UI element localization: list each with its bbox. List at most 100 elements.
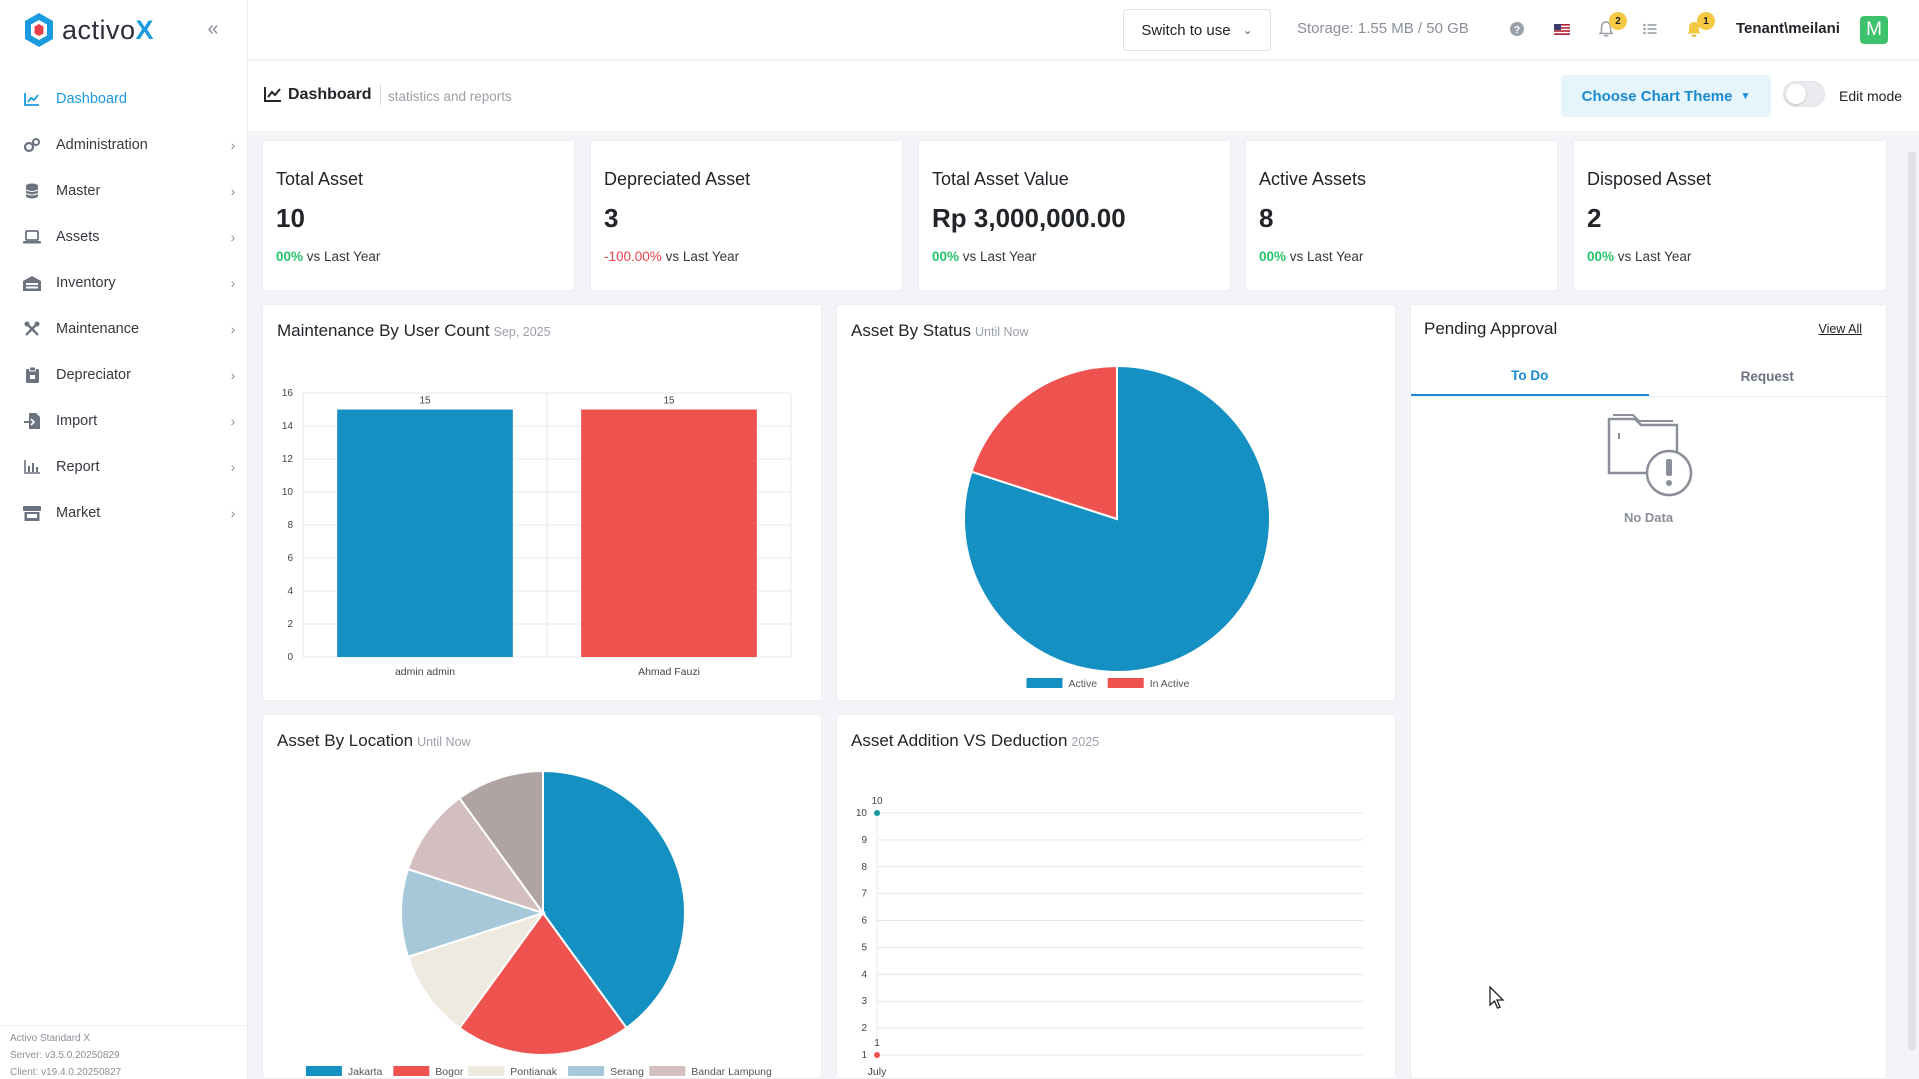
stat-card-disposed-asset: Disposed Asset 2 00% vs Last Year xyxy=(1573,140,1887,291)
stat-card-total-asset-value: Total Asset Value Rp 3,000,000.00 00% vs… xyxy=(918,140,1231,291)
trend-percent: 00% xyxy=(1587,249,1615,264)
y-tick-label: 9 xyxy=(861,835,867,846)
stat-value: 3 xyxy=(604,203,619,233)
chevron-right-icon: › xyxy=(230,137,236,153)
task-list-icon[interactable] xyxy=(1639,18,1661,40)
stat-value: Rp 3,000,000.00 xyxy=(932,203,1126,233)
tab-request[interactable]: Request xyxy=(1740,369,1794,384)
pie-slice xyxy=(406,796,546,915)
legend-swatch xyxy=(1026,678,1063,688)
sidebar-item-administration[interactable]: Administration › xyxy=(0,122,248,168)
view-all-link[interactable]: View All xyxy=(1818,322,1862,336)
stat-value: 10 xyxy=(276,203,305,233)
pie-slice xyxy=(458,911,628,1056)
chevron-right-icon: › xyxy=(230,413,236,429)
product-name: Activo Standard X xyxy=(10,1033,91,1044)
tenant-user[interactable]: Tenant\meilani xyxy=(1736,20,1840,37)
svg-text:?: ? xyxy=(1514,25,1520,36)
page-title: Dashboard xyxy=(288,86,372,103)
avatar[interactable]: M xyxy=(1860,16,1888,44)
y-tick-label: 2 xyxy=(861,1023,867,1034)
chevron-right-icon: › xyxy=(230,367,236,383)
sidebar-item-depreciator[interactable]: Depreciator › xyxy=(0,352,248,398)
legend-swatch xyxy=(568,1066,605,1076)
chart-line-icon xyxy=(22,89,42,109)
sidebar-item-market[interactable]: Market › xyxy=(0,490,248,536)
pending-approval-panel: Pending Approval View All To Do Request … xyxy=(1410,304,1887,1079)
stat-value: 8 xyxy=(1259,203,1274,233)
y-tick-label: 0 xyxy=(287,652,293,663)
stat-title: Total Asset Value xyxy=(932,169,1069,189)
stat-card-active-assets: Active Assets 8 00% vs Last Year xyxy=(1245,140,1558,291)
alert-count-badge: 1 xyxy=(1697,12,1715,30)
legend-swatch xyxy=(649,1066,686,1076)
caret-down-icon: ▼ xyxy=(1740,90,1751,102)
pie-slice xyxy=(542,769,686,1030)
pie-slice xyxy=(970,364,1118,521)
edit-mode-toggle[interactable] xyxy=(1783,81,1825,107)
sidebar-item-dashboard[interactable]: Dashboard xyxy=(0,76,248,122)
sidebar-item-label: Import xyxy=(56,413,98,429)
store-icon xyxy=(22,503,42,523)
sidebar-item-maintenance[interactable]: Maintenance › xyxy=(0,306,248,352)
no-data-label: No Data xyxy=(1623,510,1674,525)
legend-label: Serang xyxy=(610,1066,644,1078)
y-tick-label: 6 xyxy=(287,553,293,564)
status-pie-chart: Active In Active xyxy=(963,364,1271,690)
sidebar-item-assets[interactable]: Assets › xyxy=(0,214,248,260)
y-tick-label: 3 xyxy=(861,996,867,1007)
x-tick-label: admin admin xyxy=(395,666,455,678)
trend-percent: 00% xyxy=(1259,249,1287,264)
y-tick-label: 16 xyxy=(282,388,294,399)
pie-slice xyxy=(406,911,546,1030)
client-version: Client: v19.4.0.20250827 xyxy=(10,1067,122,1078)
y-tick-label: 10 xyxy=(282,487,294,498)
collapse-sidebar-icon[interactable]: « xyxy=(207,17,219,40)
server-version: Server: v3.5.0.20250829 xyxy=(10,1050,120,1061)
location-pie-chart: Jakarta Bogor Pontianak Serang Bandar Lampun… xyxy=(305,769,772,1078)
sidebar-item-label: Administration xyxy=(56,137,148,153)
sidebar-item-master[interactable]: Master › xyxy=(0,168,248,214)
sidebar-item-import[interactable]: Import › xyxy=(0,398,248,444)
stat-value: 2 xyxy=(1587,203,1602,233)
y-tick-label: 12 xyxy=(282,454,294,465)
legend-swatch xyxy=(468,1066,505,1076)
notification-bell-icon[interactable]: 2 xyxy=(1595,12,1627,40)
panel-title: Asset By Location Until Now xyxy=(277,731,471,750)
stat-trend: 00% vs Last Year xyxy=(1259,249,1364,264)
brand-logo[interactable]: activoX xyxy=(22,10,154,50)
choose-chart-theme-button[interactable]: Choose Chart Theme ▼ xyxy=(1561,75,1771,117)
trend-percent: -100.00% xyxy=(604,249,662,264)
status-chart-panel: Asset By Status Until Now Active In Active xyxy=(836,304,1396,701)
gears-icon xyxy=(22,135,42,155)
scrollbar-thumb[interactable] xyxy=(1908,151,1916,1051)
legend-label: Bandar Lampung xyxy=(691,1066,772,1078)
legend-label: Pontianak xyxy=(510,1066,557,1078)
help-icon[interactable]: ? xyxy=(1506,18,1528,40)
chevron-right-icon: › xyxy=(230,321,236,337)
laptop-icon xyxy=(22,227,42,247)
y-tick-label: 8 xyxy=(287,520,293,531)
bar xyxy=(337,409,513,657)
database-icon xyxy=(22,181,42,201)
chart-area-icon xyxy=(264,86,282,104)
switch-to-use-dropdown[interactable]: Switch to use ⌄ xyxy=(1123,9,1271,51)
stat-trend: 00% vs Last Year xyxy=(276,249,381,264)
legend-swatch xyxy=(393,1066,430,1076)
panel-title: Asset Addition VS Deduction 2025 xyxy=(851,731,1100,750)
sidebar-item-label: Inventory xyxy=(56,275,116,291)
legend-label: Jakarta xyxy=(348,1066,383,1078)
storage-usage: Storage: 1.55 MB / 50 GB xyxy=(1297,20,1469,37)
legend-label: Active xyxy=(1069,678,1098,690)
sidebar-item-report[interactable]: Report › xyxy=(0,444,248,490)
chevron-right-icon: › xyxy=(230,459,236,475)
trend-percent: 00% xyxy=(276,249,304,264)
legend-swatch xyxy=(305,1066,342,1076)
sidebar-item-inventory[interactable]: Inventory › xyxy=(0,260,248,306)
alert-bell-icon[interactable]: 1 xyxy=(1683,12,1715,40)
empty-folder-icon xyxy=(1607,413,1695,504)
us-flag-icon[interactable] xyxy=(1551,18,1573,40)
page-scrollbar[interactable] xyxy=(1905,131,1919,1079)
bar-value-label: 15 xyxy=(663,396,675,407)
tab-to-do[interactable]: To Do xyxy=(1411,357,1649,396)
